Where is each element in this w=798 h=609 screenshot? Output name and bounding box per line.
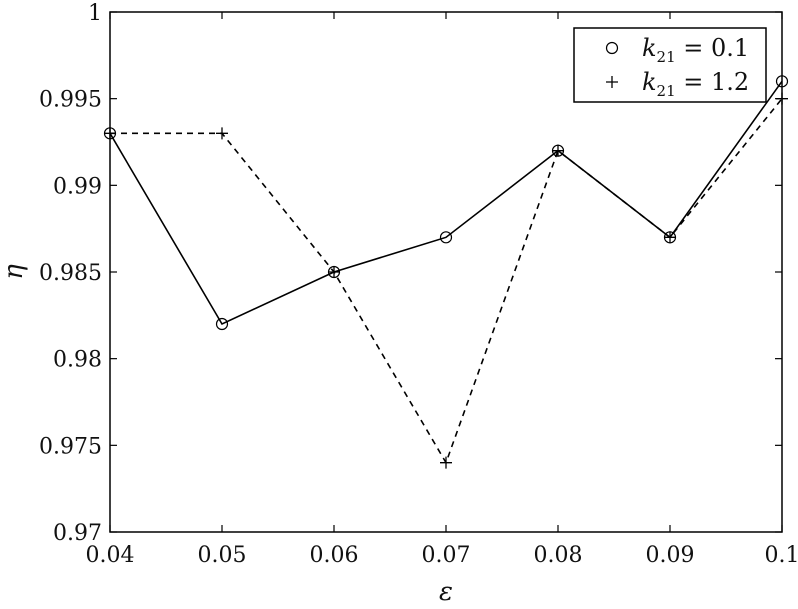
circle-marker [103,127,117,140]
circle-marker [775,75,789,88]
y-axis-label: η [0,264,29,280]
circle-marker [327,265,341,279]
circle-marker [215,317,229,331]
x-tick-label: 0.06 [310,543,359,568]
plus-marker [776,92,788,105]
y-tick-label: 0.98 [53,348,102,373]
y-tick-label: 0.99 [53,174,102,199]
x-tick-label: 0.05 [198,543,247,568]
y-tick-label: 0.975 [39,434,102,459]
x-tick-label: 0.08 [534,543,583,568]
x-axis-label: ε [439,577,453,607]
y-tick-label: 1 [88,1,102,26]
plus-marker [440,456,452,469]
legend-label: k21 = 0.1 [642,34,749,66]
circle-marker [605,41,619,55]
plus-marker [216,127,228,140]
y-tick-label: 0.995 [39,88,102,113]
legend-label: k21 = 1.2 [642,68,749,100]
x-axis: 0.04 0.05 0.06 0.07 0.08 0.09 0.1 [86,12,798,568]
y-tick-label: 0.97 [53,521,102,546]
x-tick-label: 0.1 [765,543,798,568]
circle-marker [439,231,453,244]
circle-marker [551,144,565,157]
plus-marker [606,76,618,88]
series-layer [103,75,789,469]
y-tick-label: 0.985 [39,261,102,286]
series-line [109,80,783,326]
x-tick-label: 0.04 [86,543,135,568]
x-tick-label: 0.09 [646,543,695,568]
x-tick-label: 0.07 [422,543,471,568]
circle-marker [663,231,677,244]
y-axis: 0.97 0.975 0.98 0.985 0.99 0.995 1 [39,1,782,546]
series-1 [103,75,789,331]
legend-box [573,27,767,103]
